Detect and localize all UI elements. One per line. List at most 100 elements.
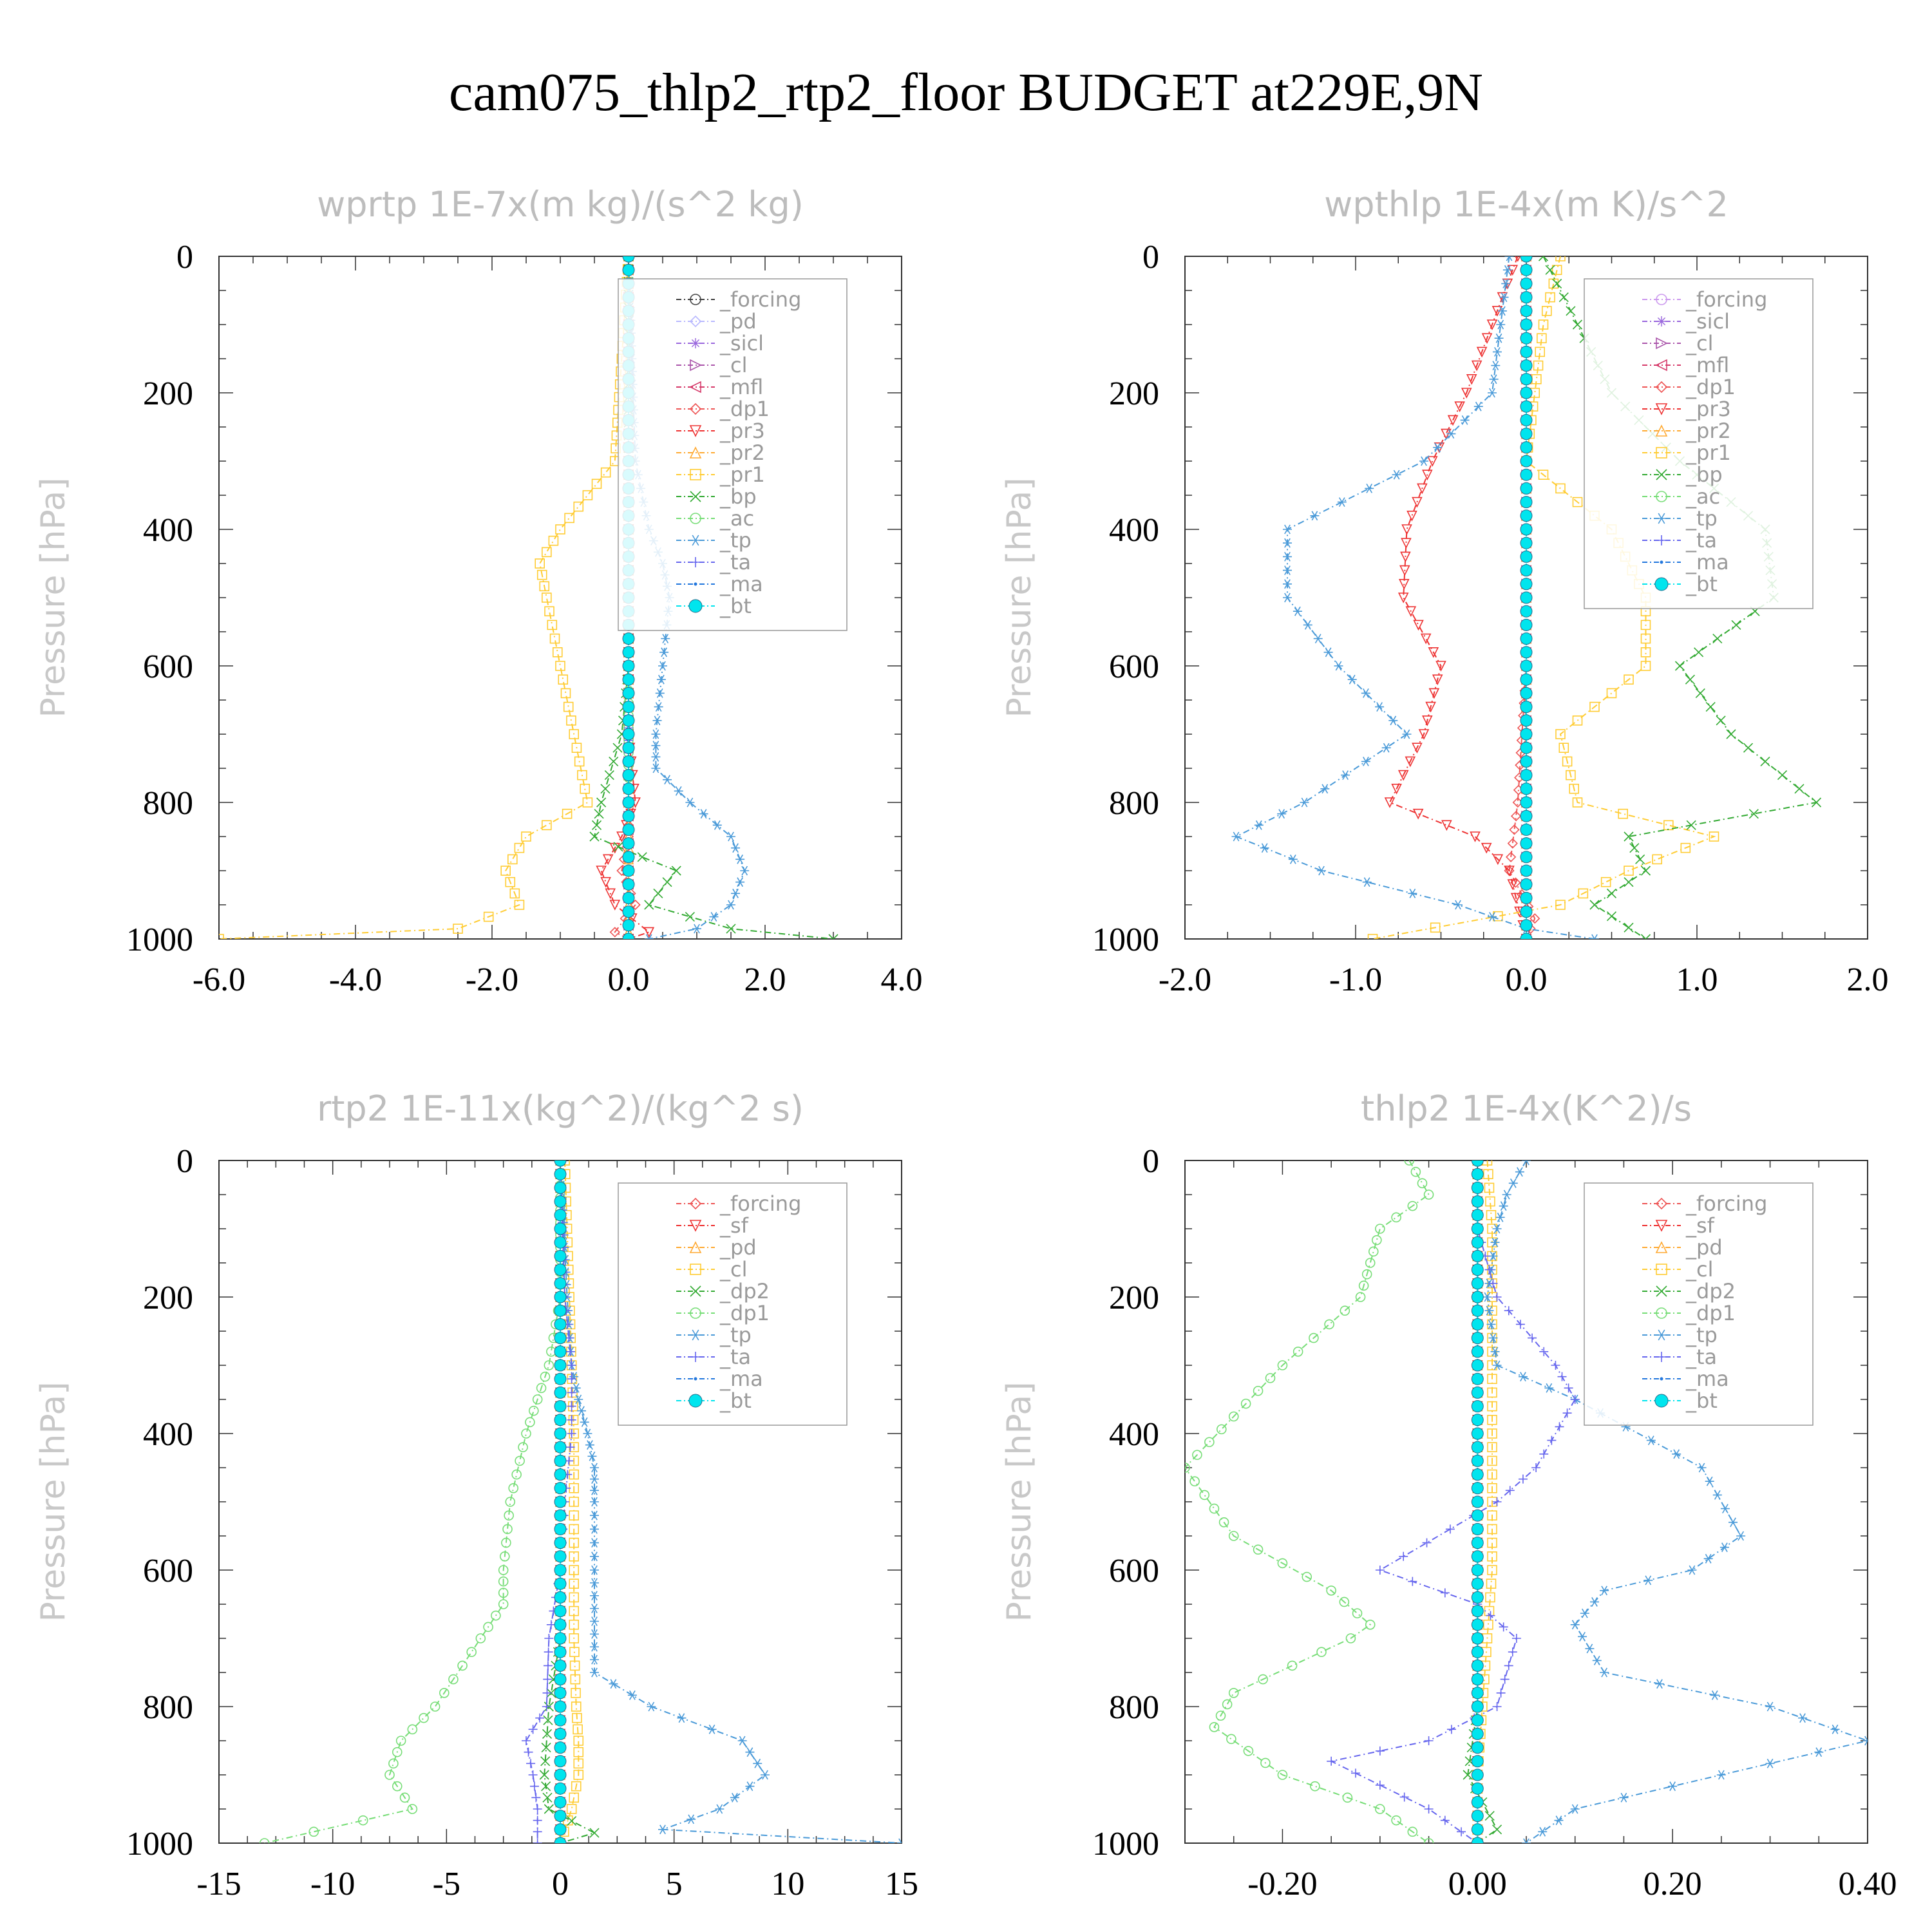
data-point — [1537, 333, 1547, 344]
data-point — [1487, 1469, 1497, 1480]
data-point — [745, 1781, 755, 1792]
data-point — [1471, 1687, 1484, 1700]
data-point — [573, 1758, 584, 1769]
data-point — [1471, 1591, 1484, 1604]
data-point — [554, 1414, 567, 1426]
legend-box — [618, 1182, 848, 1426]
data-point — [570, 1674, 581, 1685]
data-point — [622, 891, 635, 904]
data-point — [511, 1469, 522, 1480]
series-line — [1388, 256, 1527, 939]
data-point — [1811, 797, 1822, 808]
data-point — [1432, 674, 1443, 685]
data-point — [1520, 673, 1533, 686]
series_pr3 — [1384, 256, 1532, 939]
data-point — [554, 1741, 567, 1754]
data-point — [1471, 1386, 1484, 1399]
data-point — [1287, 1660, 1298, 1671]
data-point — [647, 1701, 656, 1712]
data-point — [1705, 1476, 1714, 1486]
data-point — [1485, 1592, 1495, 1603]
data-point — [1398, 578, 1410, 590]
panel-wprtp: wprtp 1E-7x(m kg)/(s^2 kg) Pressure [hPa]… — [34, 184, 923, 998]
data-point — [1488, 1333, 1498, 1343]
data-point — [1324, 1319, 1334, 1330]
data-point — [1445, 1524, 1455, 1534]
data-point — [1316, 1647, 1327, 1657]
data-point — [654, 702, 663, 712]
data-point — [554, 1264, 567, 1276]
data-point — [1471, 1522, 1484, 1535]
data-point — [1624, 831, 1634, 842]
data-point — [622, 256, 635, 263]
data-point — [483, 1622, 493, 1633]
data-point — [1558, 743, 1569, 753]
data-point — [543, 1715, 553, 1725]
data-point — [1726, 729, 1736, 739]
data-point — [1520, 468, 1533, 481]
data-point — [522, 1736, 531, 1745]
legend: _forcing_sf_pd_cl_dp2_dp1_tp_ta_ma_bt — [618, 1182, 848, 1426]
legend-marker — [694, 1377, 697, 1381]
data-point — [1482, 1292, 1492, 1302]
data-point — [1520, 564, 1533, 577]
legend-label: _mfl — [1685, 353, 1729, 377]
data-point — [1446, 429, 1456, 439]
series_dp1 — [259, 1160, 565, 1843]
x-tick-label: -6.0 — [193, 961, 245, 998]
data-point — [1283, 551, 1292, 562]
data-point — [1471, 1782, 1484, 1795]
data-point — [1640, 934, 1651, 939]
data-point — [573, 1747, 584, 1757]
data-point — [1352, 1608, 1363, 1618]
legend-label: _dp1 — [719, 1301, 770, 1325]
data-point — [1542, 305, 1552, 316]
data-point — [1520, 919, 1533, 932]
data-point — [524, 1747, 533, 1757]
data-point — [1510, 877, 1521, 888]
y-axis-label: Pressure [hPa] — [34, 478, 73, 718]
legend-label: _bt — [719, 594, 752, 618]
data-point — [1228, 1688, 1239, 1698]
data-point — [1496, 319, 1506, 330]
data-point — [554, 1700, 567, 1713]
data-point — [535, 558, 545, 569]
data-point — [529, 1781, 539, 1791]
data-point — [1340, 1305, 1350, 1316]
data-point — [554, 1714, 567, 1727]
data-point — [554, 1509, 567, 1522]
data-point — [622, 701, 635, 714]
data-point — [643, 927, 655, 938]
data-point — [600, 784, 611, 794]
data-point — [567, 1415, 576, 1425]
data-point — [1277, 1360, 1288, 1370]
data-point — [1716, 1770, 1726, 1780]
data-point — [1518, 1474, 1528, 1484]
data-point — [1351, 1768, 1360, 1778]
data-point — [259, 1838, 270, 1843]
legend-label: _bp — [719, 484, 757, 509]
data-point — [1530, 913, 1540, 924]
data-point — [1520, 782, 1533, 795]
legend-label: _dp1 — [1685, 1301, 1736, 1325]
data-point — [761, 1770, 770, 1780]
data-point — [554, 1160, 567, 1167]
data-point — [540, 1371, 551, 1382]
legend-marker — [1656, 447, 1667, 459]
data-point — [590, 1538, 599, 1548]
data-point — [1492, 1360, 1502, 1370]
data-point — [554, 1400, 567, 1413]
legend-label: _ac — [1685, 484, 1720, 509]
series_ta — [522, 1160, 576, 1843]
data-point — [388, 1758, 399, 1769]
data-point — [1589, 900, 1600, 910]
data-point — [1471, 1537, 1484, 1549]
data-point — [1482, 1160, 1493, 1166]
data-point — [1487, 1442, 1497, 1452]
legend-marker — [689, 1197, 702, 1210]
data-point — [1492, 1224, 1502, 1234]
data-point — [1240, 1398, 1251, 1409]
y-axis-label: Pressure [hPa] — [1000, 1382, 1039, 1622]
x-tick-label: 1.0 — [1676, 961, 1718, 998]
data-point — [1520, 536, 1533, 549]
